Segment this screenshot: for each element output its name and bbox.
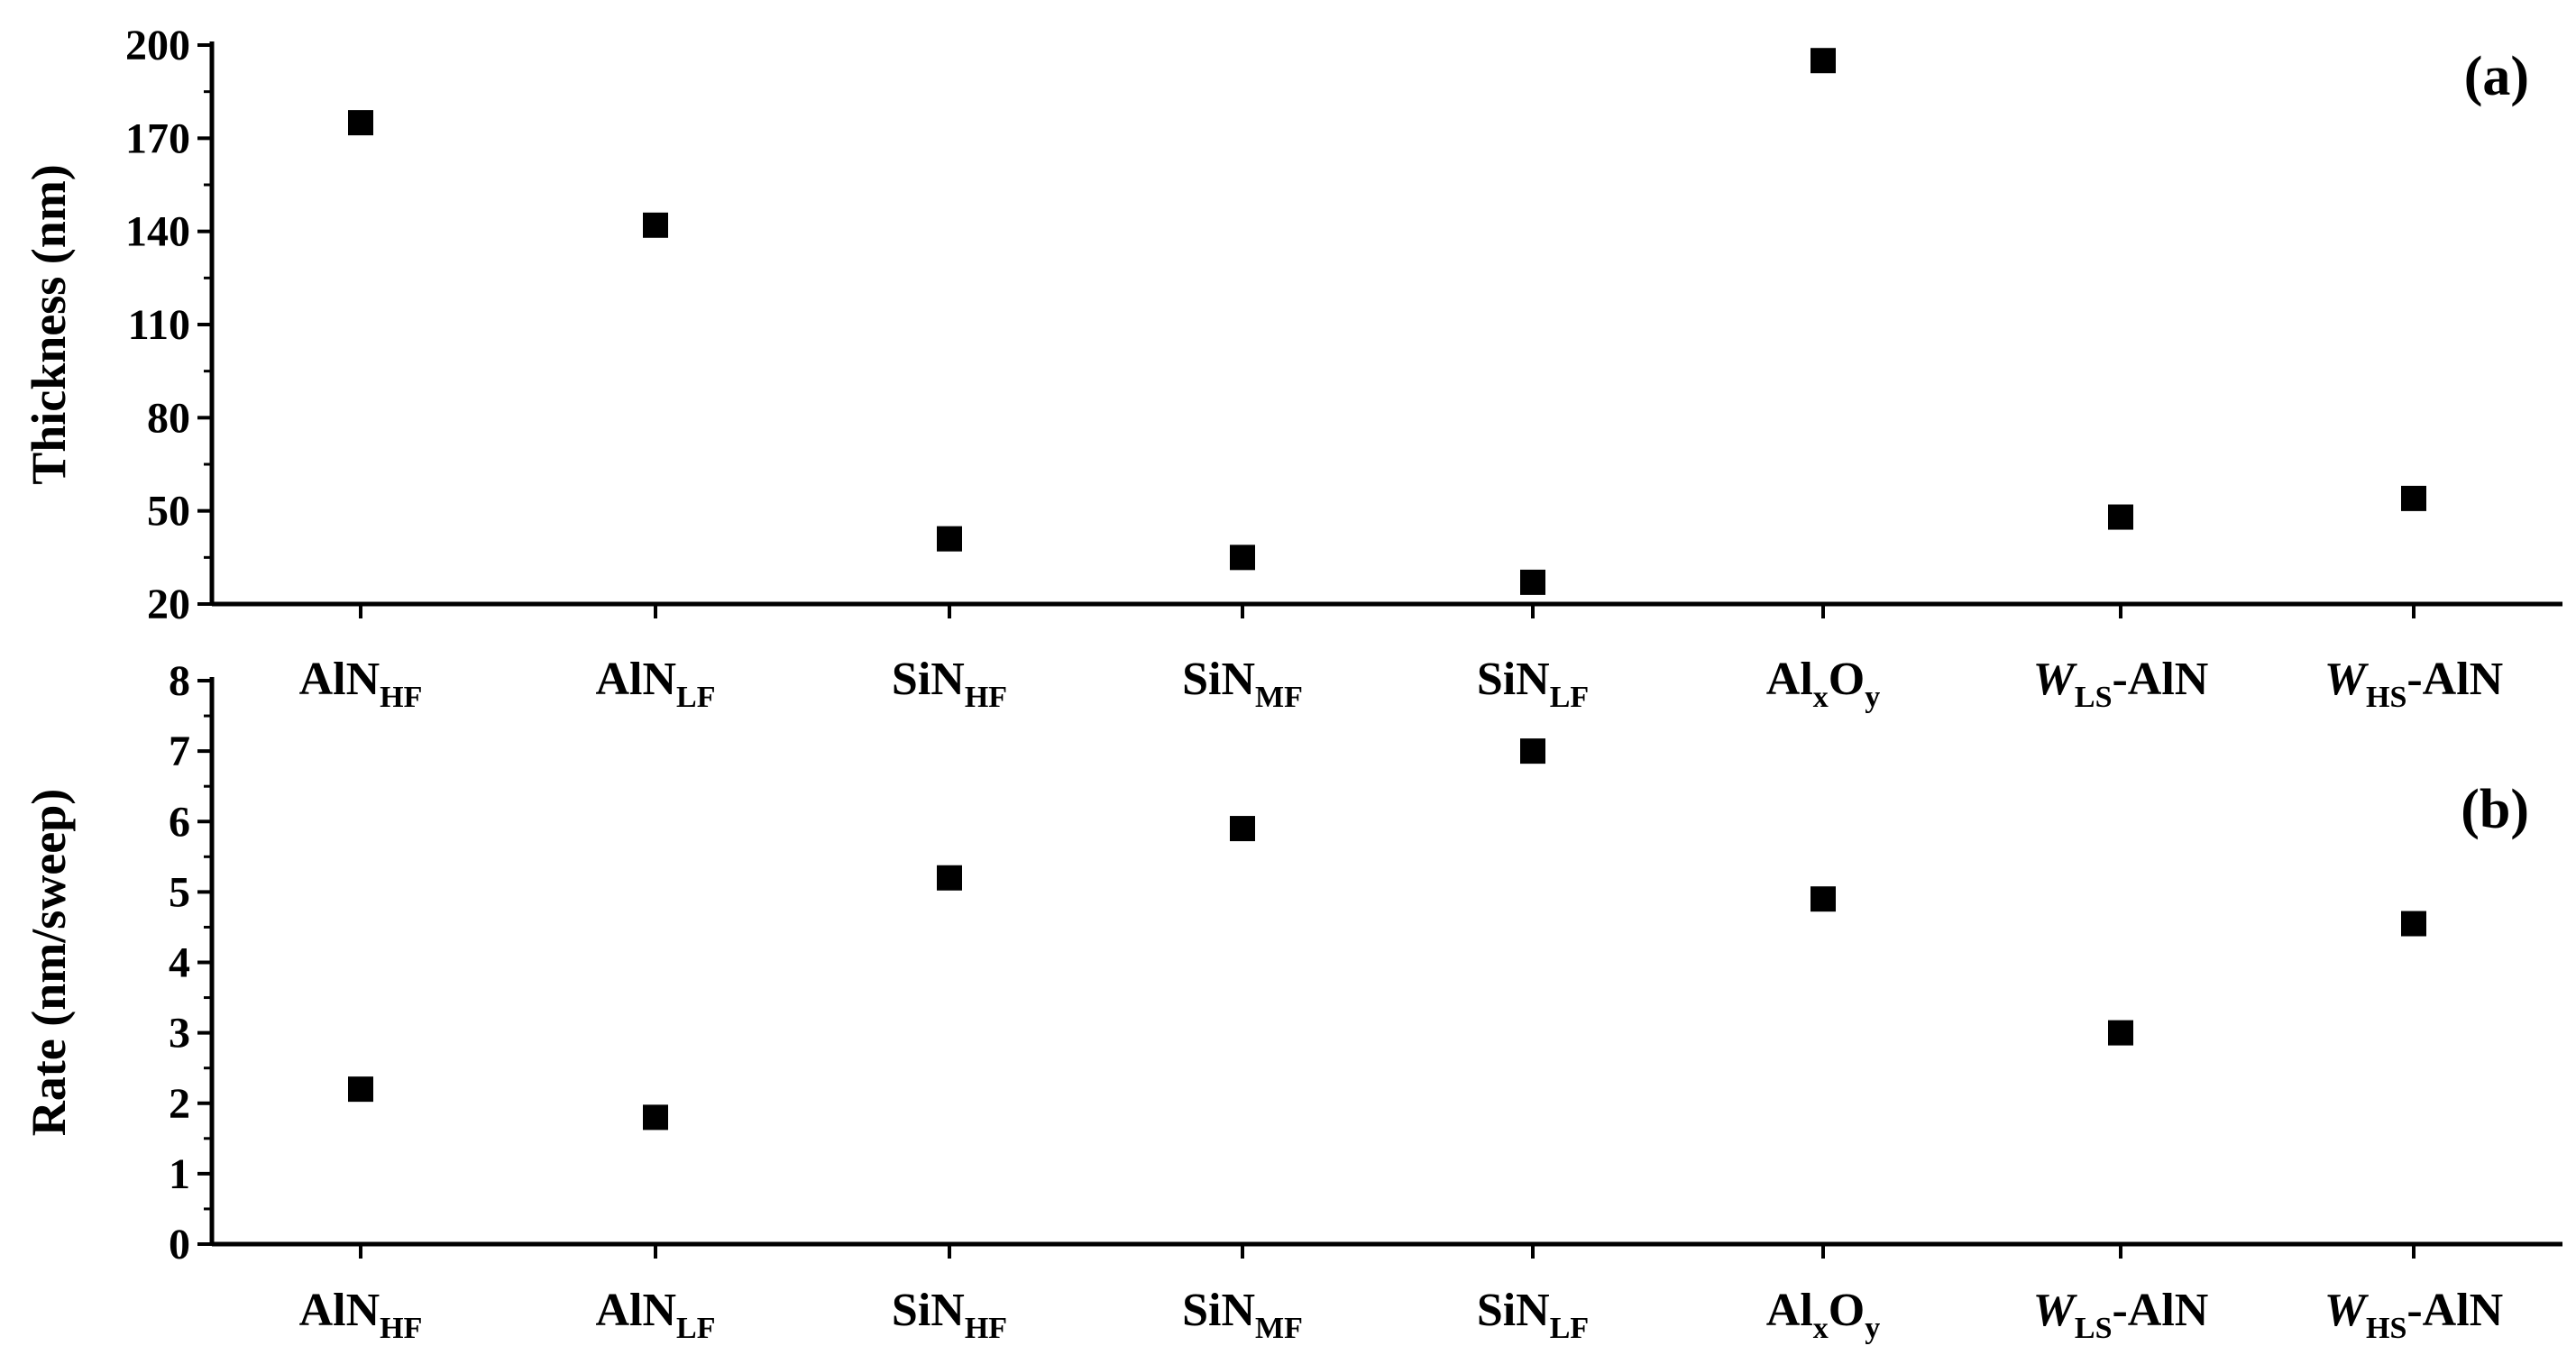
data-point-marker	[643, 1104, 668, 1131]
data-point-marker	[2108, 1020, 2133, 1046]
y-tick-label: 5	[169, 868, 190, 916]
y-tick-label: 7	[169, 728, 190, 775]
x-category-label: AlxOy	[1766, 1285, 1880, 1345]
data-point-marker	[937, 865, 962, 891]
x-category-label: WHS-AlN	[2324, 654, 2503, 714]
x-category-label: AlNLF	[595, 654, 715, 714]
data-point-marker	[2108, 504, 2133, 530]
data-point-marker	[1230, 816, 1255, 842]
y-tick-label: 2	[169, 1080, 190, 1128]
x-category-label: WLS-AlN	[2033, 1285, 2209, 1345]
x-category-label: AlNHF	[299, 654, 423, 714]
y-tick-label: 140	[125, 208, 190, 256]
data-point-marker	[348, 110, 373, 136]
data-point-marker	[1811, 886, 1836, 912]
x-category-label: WLS-AlN	[2033, 654, 2209, 714]
x-category-label: AlxOy	[1766, 654, 1880, 714]
x-category-label: AlNHF	[299, 1285, 423, 1345]
data-point-marker	[2401, 911, 2426, 937]
panel-label: (a)	[2464, 46, 2529, 107]
data-point-marker	[1520, 738, 1545, 764]
x-category-label: SiNHF	[892, 654, 1007, 714]
data-point-marker	[1811, 48, 1836, 74]
x-category-label: SiNLF	[1477, 654, 1589, 714]
panel-b-rate-chart: 0 1 2 3 4 5 6 7 8 Rate (nm/sweep) (b) AlNHF AlNLF SiN…	[22, 657, 2562, 1345]
x-category-label: SiNMF	[1182, 654, 1303, 714]
y-axis-title: Rate (nm/sweep)	[22, 789, 76, 1136]
data-point-marker	[1230, 545, 1255, 571]
y-tick-label: 110	[128, 301, 190, 349]
y-tick-label: 200	[125, 22, 190, 69]
y-tick-label: 4	[169, 939, 190, 987]
y-tick-label: 6	[169, 798, 190, 846]
panel-label: (b)	[2461, 779, 2529, 840]
y-axis-title: Thickness (nm)	[22, 164, 76, 485]
y-tick-label: 8	[169, 657, 190, 705]
x-category-label: WHS-AlN	[2324, 1285, 2503, 1345]
x-category-label: SiNHF	[892, 1285, 1007, 1345]
y-tick-label: 20	[147, 581, 190, 628]
x-category-label: SiNLF	[1477, 1285, 1589, 1345]
x-category-label: AlNLF	[595, 1285, 715, 1345]
data-point-marker	[1520, 569, 1545, 595]
x-category-label: SiNMF	[1182, 1285, 1303, 1345]
y-tick-label: 50	[147, 488, 190, 536]
y-tick-label: 170	[125, 114, 190, 162]
y-tick-label: 3	[169, 1010, 190, 1057]
data-point-marker	[643, 212, 668, 238]
data-point-marker	[348, 1076, 373, 1103]
data-point-marker	[937, 526, 962, 552]
panel-a-thickness-chart: 20 50 80 110 140 170 200 Thickness (nm) (a) AlNHF…	[22, 22, 2562, 714]
data-point-marker	[2401, 485, 2426, 511]
y-tick-label: 0	[169, 1221, 190, 1268]
y-tick-label: 1	[169, 1150, 190, 1198]
y-tick-label: 80	[147, 394, 190, 442]
